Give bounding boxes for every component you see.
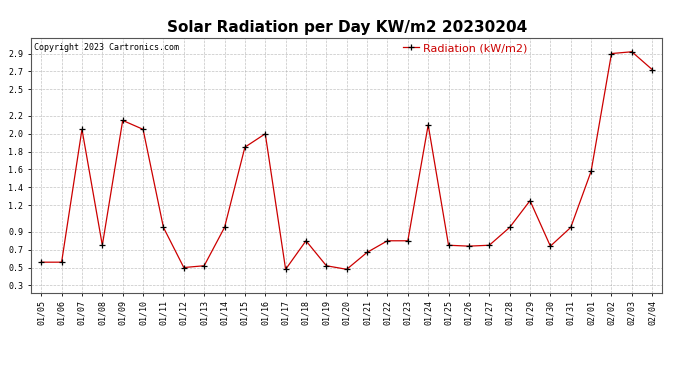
Radiation (kW/m2) bbox=[444, 243, 453, 248]
Radiation (kW/m2) bbox=[648, 68, 656, 72]
Radiation (kW/m2) bbox=[424, 123, 433, 127]
Radiation (kW/m2) bbox=[526, 198, 534, 203]
Radiation (kW/m2) bbox=[220, 225, 228, 230]
Radiation (kW/m2) bbox=[343, 267, 351, 272]
Radiation (kW/m2) bbox=[322, 264, 331, 268]
Radiation (kW/m2) bbox=[159, 225, 168, 230]
Radiation (kW/m2) bbox=[57, 260, 66, 264]
Radiation (kW/m2) bbox=[587, 169, 595, 174]
Radiation (kW/m2) bbox=[282, 267, 290, 272]
Radiation (kW/m2) bbox=[78, 127, 86, 132]
Legend: Radiation (kW/m2): Radiation (kW/m2) bbox=[403, 43, 527, 53]
Radiation (kW/m2) bbox=[200, 264, 208, 268]
Radiation (kW/m2) bbox=[628, 50, 636, 54]
Radiation (kW/m2) bbox=[384, 238, 392, 243]
Line: Radiation (kW/m2): Radiation (kW/m2) bbox=[39, 49, 655, 272]
Radiation (kW/m2) bbox=[241, 145, 249, 149]
Radiation (kW/m2) bbox=[179, 265, 188, 270]
Radiation (kW/m2) bbox=[261, 132, 269, 136]
Text: Copyright 2023 Cartronics.com: Copyright 2023 Cartronics.com bbox=[34, 43, 179, 52]
Radiation (kW/m2) bbox=[404, 238, 412, 243]
Radiation (kW/m2) bbox=[302, 238, 310, 243]
Radiation (kW/m2) bbox=[98, 243, 106, 248]
Radiation (kW/m2) bbox=[607, 51, 615, 56]
Title: Solar Radiation per Day KW/m2 20230204: Solar Radiation per Day KW/m2 20230204 bbox=[166, 20, 527, 35]
Radiation (kW/m2) bbox=[119, 118, 127, 123]
Radiation (kW/m2) bbox=[465, 244, 473, 248]
Radiation (kW/m2) bbox=[37, 260, 46, 264]
Radiation (kW/m2) bbox=[506, 225, 514, 230]
Radiation (kW/m2) bbox=[139, 127, 147, 132]
Radiation (kW/m2) bbox=[566, 225, 575, 230]
Radiation (kW/m2) bbox=[363, 250, 371, 255]
Radiation (kW/m2) bbox=[485, 243, 493, 248]
Radiation (kW/m2) bbox=[546, 244, 555, 248]
